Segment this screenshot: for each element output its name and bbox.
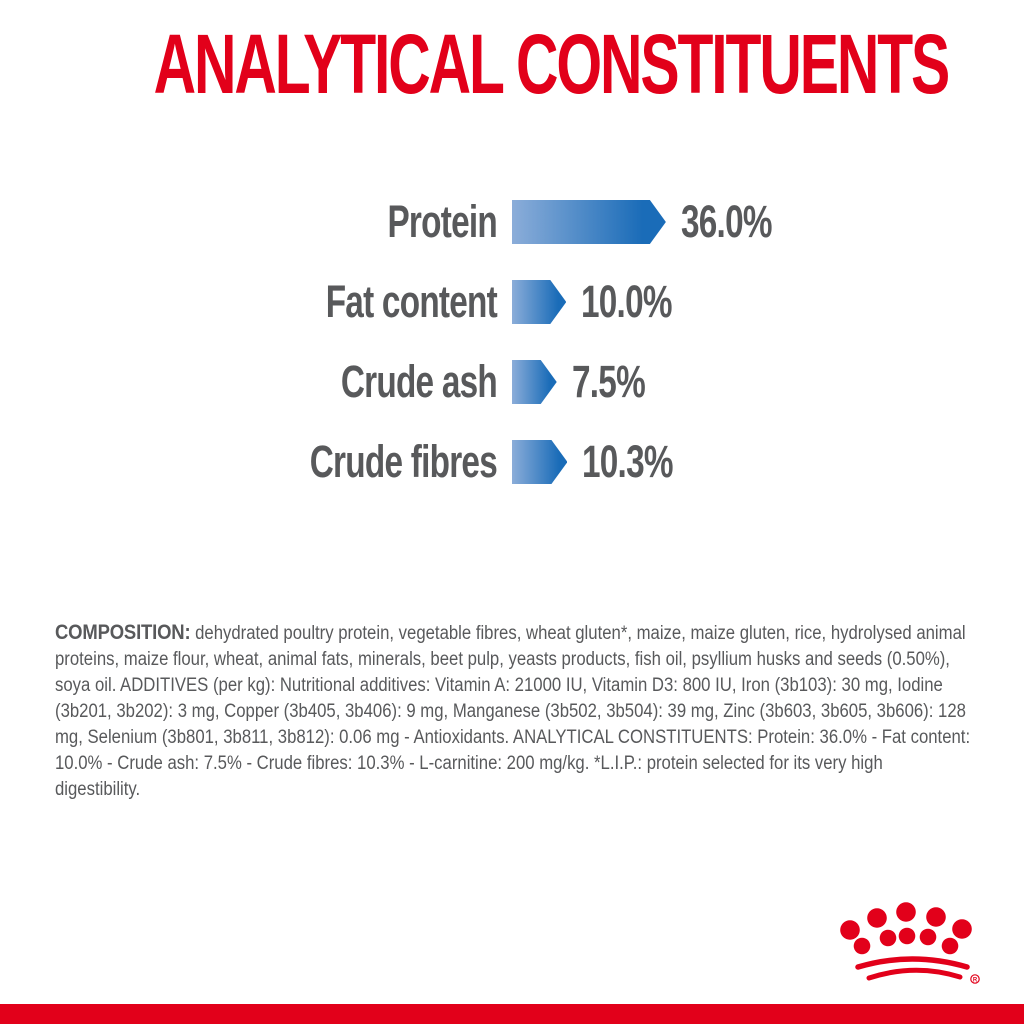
- value-label: 10.3%: [582, 436, 674, 487]
- composition-text: COMPOSITION: dehydrated poultry protein,…: [55, 620, 970, 803]
- chart-row: Crude fibres 10.3%: [0, 422, 1024, 502]
- chart-row: Protein 36.0%: [0, 182, 1024, 262]
- registered-trademark-icon: R: [970, 974, 980, 984]
- value-arrow-bar: [512, 280, 567, 324]
- crown-dots: [840, 902, 972, 955]
- svg-text:R: R: [973, 978, 978, 984]
- value-label: 7.5%: [571, 356, 646, 407]
- value-label: 36.0%: [680, 196, 772, 247]
- chart-row: Fat content 10.0%: [0, 262, 1024, 342]
- chart-row: Crude ash 7.5%: [0, 342, 1024, 422]
- value-arrow-bar: [512, 360, 557, 404]
- category-label: Fat content: [325, 276, 498, 327]
- page-title: ANALYTICAL CONSTITUENTS: [153, 17, 951, 111]
- composition-body: dehydrated poultry protein, vegetable fi…: [55, 623, 971, 800]
- category-label: Crude ash: [340, 356, 498, 407]
- category-label: Crude fibres: [309, 436, 498, 487]
- value-arrow-bar: [512, 200, 666, 244]
- analytical-constituents-chart: Protein 36.0% Fat content 10.0% Crude ash 7.5…: [0, 182, 1024, 502]
- royal-canin-crown-logo: R: [840, 902, 980, 984]
- value-arrow-bar: [512, 440, 568, 484]
- value-label: 10.0%: [581, 276, 673, 327]
- composition-heading: COMPOSITION:: [55, 621, 191, 644]
- footer-red-stripe: [0, 1004, 1024, 1024]
- category-label: Protein: [387, 196, 497, 247]
- crown-arcs: [855, 956, 970, 981]
